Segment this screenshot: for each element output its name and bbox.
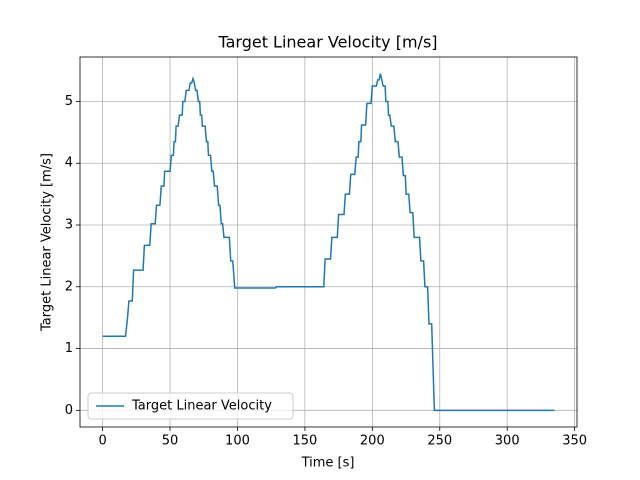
y-tick-label: 2 <box>65 279 73 294</box>
x-tick-label: 100 <box>225 434 250 449</box>
y-tick-label: 0 <box>65 403 73 418</box>
x-tick-label: 0 <box>98 434 106 449</box>
x-tick-label: 350 <box>562 434 587 449</box>
y-tick-label: 5 <box>65 94 73 109</box>
x-axis-label: Time [s] <box>301 456 355 471</box>
y-axis-label: Target Linear Velocity [m/s] <box>40 153 55 332</box>
x-tick-label: 250 <box>427 434 452 449</box>
x-tick-label: 150 <box>292 434 317 449</box>
legend-box <box>87 392 294 420</box>
y-tick-label: 4 <box>65 156 73 171</box>
y-tick-label: 1 <box>65 341 73 356</box>
x-tick-label: 50 <box>162 434 179 449</box>
x-tick-label: 300 <box>495 434 520 449</box>
y-tick-label: 3 <box>65 218 73 233</box>
plot-frame <box>79 56 578 428</box>
line-series <box>102 73 555 412</box>
legend-label: Target Linear Velocity <box>131 399 272 414</box>
chart-title: Target Linear Velocity [m/s] <box>217 33 437 52</box>
x-tick-label: 200 <box>360 434 385 449</box>
